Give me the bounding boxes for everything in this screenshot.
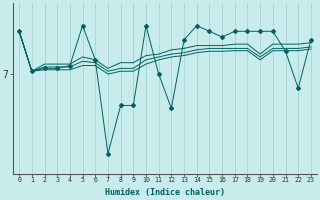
X-axis label: Humidex (Indice chaleur): Humidex (Indice chaleur): [105, 188, 225, 197]
